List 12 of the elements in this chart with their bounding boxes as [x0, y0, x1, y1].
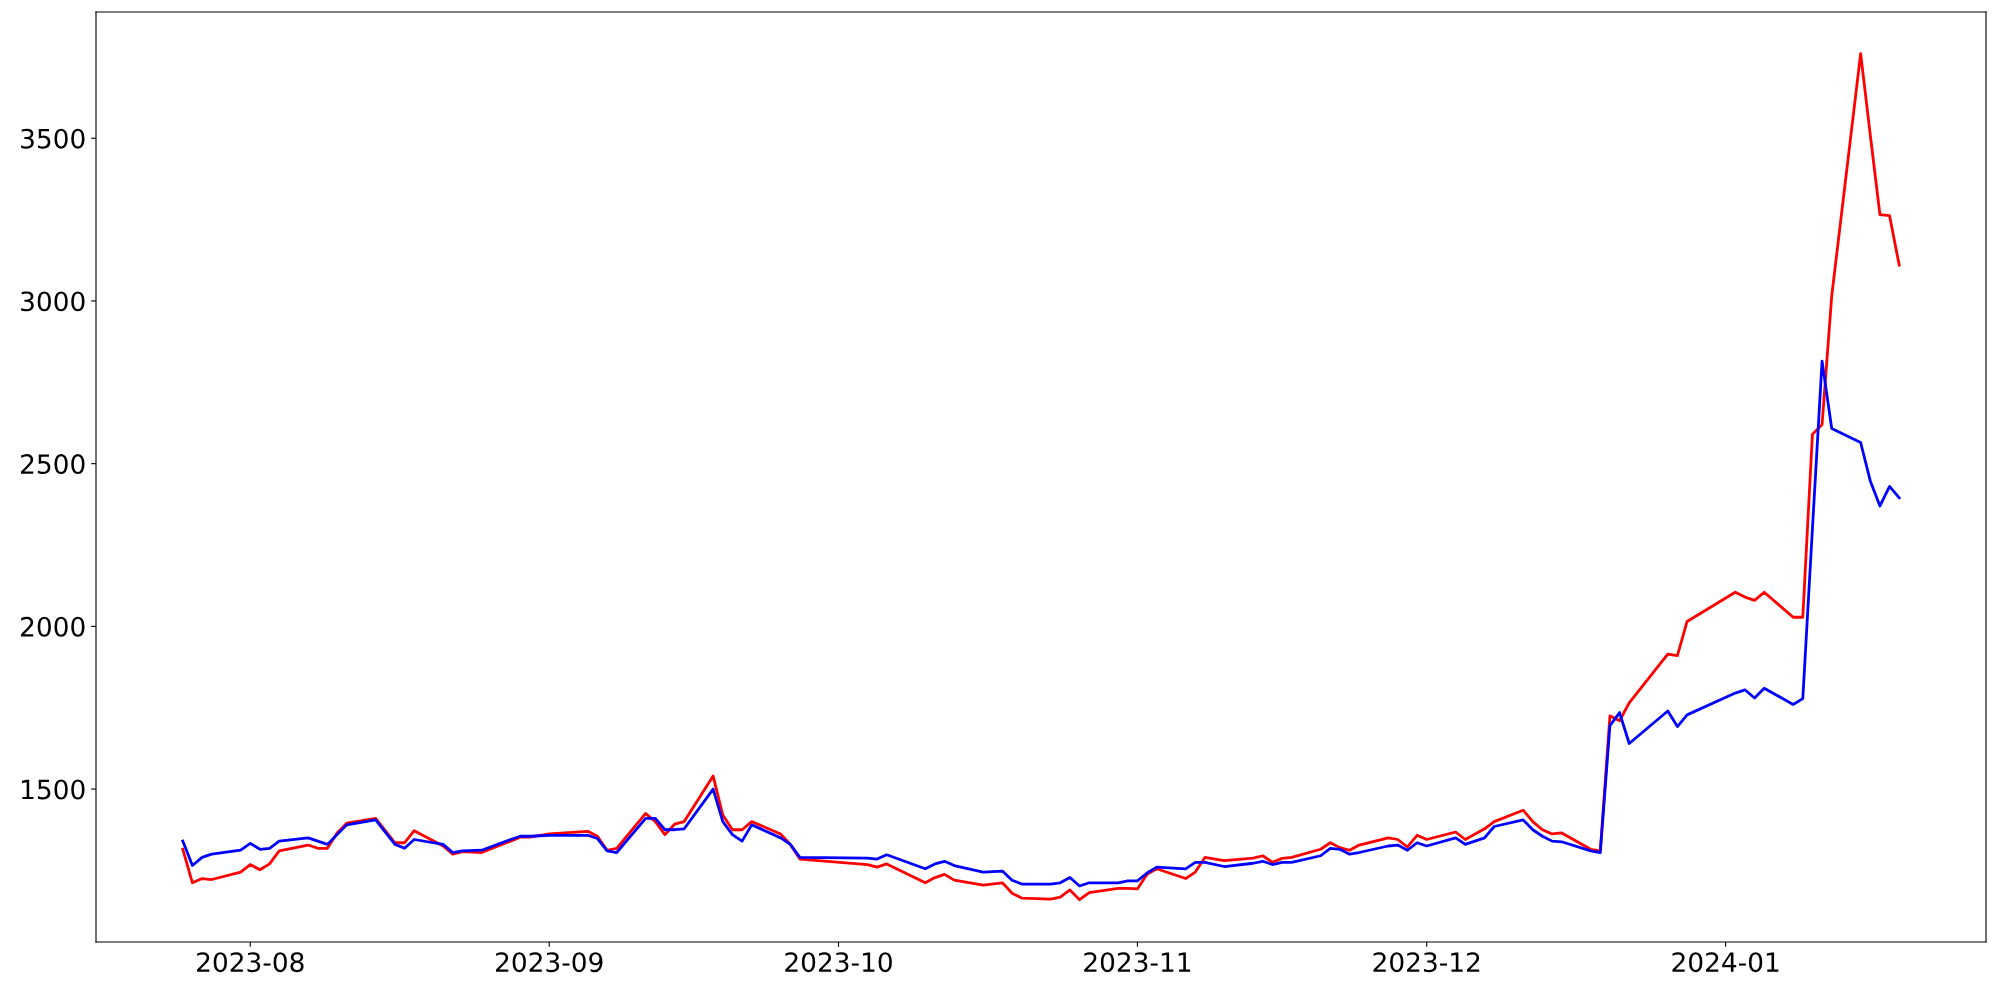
y-tick-label: 2500: [21, 454, 85, 475]
x-tick-label: 2024-01: [1672, 952, 1779, 973]
x-tick-label: 2023-08: [197, 952, 304, 973]
x-tick-label: 2023-11: [1084, 952, 1191, 973]
y-tick-label: 2000: [21, 616, 85, 637]
line-series: [181, 359, 1901, 888]
x-tick-label: 2023-12: [1373, 952, 1480, 973]
y-tick-label: 3000: [21, 291, 85, 312]
x-tick-label: 2023-10: [785, 952, 892, 973]
y-tick-label: 3500: [21, 128, 85, 149]
x-tick-label: 2023-09: [496, 952, 603, 973]
y-tick-label: 1500: [22, 779, 85, 800]
